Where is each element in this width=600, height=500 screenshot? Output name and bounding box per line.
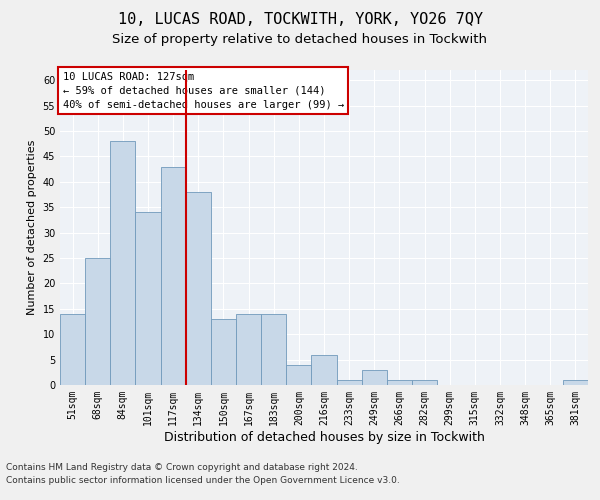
Bar	[261, 314, 286, 385]
Bar	[136, 212, 161, 385]
Bar	[337, 380, 362, 385]
Bar	[387, 380, 412, 385]
Bar	[286, 364, 311, 385]
Bar	[236, 314, 261, 385]
Text: Size of property relative to detached houses in Tockwith: Size of property relative to detached ho…	[113, 32, 487, 46]
Bar	[563, 380, 588, 385]
Bar	[110, 141, 136, 385]
Bar	[161, 166, 186, 385]
Bar	[311, 354, 337, 385]
Text: Contains HM Land Registry data © Crown copyright and database right 2024.: Contains HM Land Registry data © Crown c…	[6, 464, 358, 472]
Text: Contains public sector information licensed under the Open Government Licence v3: Contains public sector information licen…	[6, 476, 400, 485]
Bar	[211, 319, 236, 385]
Bar	[60, 314, 85, 385]
Text: 10 LUCAS ROAD: 127sqm
← 59% of detached houses are smaller (144)
40% of semi-det: 10 LUCAS ROAD: 127sqm ← 59% of detached …	[62, 72, 344, 110]
Text: 10, LUCAS ROAD, TOCKWITH, YORK, YO26 7QY: 10, LUCAS ROAD, TOCKWITH, YORK, YO26 7QY	[118, 12, 482, 28]
Bar	[412, 380, 437, 385]
Y-axis label: Number of detached properties: Number of detached properties	[27, 140, 37, 315]
Bar	[186, 192, 211, 385]
Bar	[85, 258, 110, 385]
Bar	[362, 370, 387, 385]
X-axis label: Distribution of detached houses by size in Tockwith: Distribution of detached houses by size …	[164, 430, 484, 444]
